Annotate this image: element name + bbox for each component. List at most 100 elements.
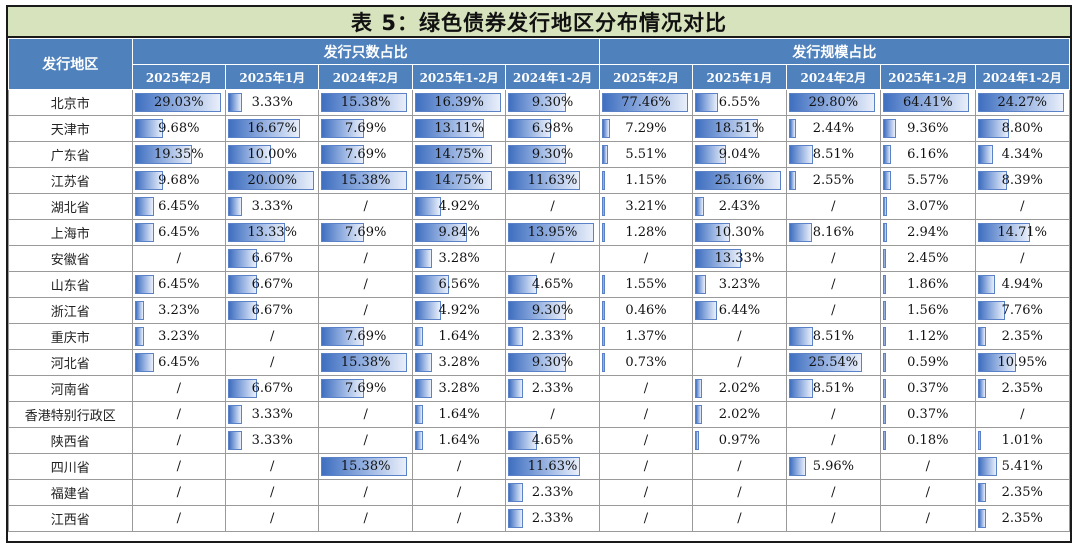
scale-share-cell: 2.45% bbox=[880, 245, 976, 272]
scale-share-cell: 8.51% bbox=[785, 323, 882, 350]
scale-share-cell: 4.34% bbox=[974, 141, 1071, 168]
cell-value: 14.75% bbox=[434, 147, 484, 162]
data-bar bbox=[977, 509, 986, 528]
scale-share-cell: 18.51% bbox=[692, 115, 787, 142]
cell-value: / bbox=[737, 329, 742, 344]
count-share-cell: 29.03% bbox=[131, 89, 227, 116]
cell-value: 3.33% bbox=[251, 407, 293, 422]
cell-value: / bbox=[550, 199, 555, 214]
scale-share-cell: 4.94% bbox=[974, 271, 1071, 298]
data-bar bbox=[414, 223, 467, 242]
table-title: 表 5：绿色债券发行地区分布情况对比 bbox=[8, 7, 1070, 38]
data-bar bbox=[788, 171, 796, 190]
data-bar bbox=[883, 93, 970, 112]
region-cell: 安徽省 bbox=[8, 245, 133, 272]
data-bar bbox=[977, 275, 996, 294]
cell-value: / bbox=[643, 433, 649, 448]
data-bar bbox=[601, 171, 605, 190]
scale-share-cell: 8.80% bbox=[974, 115, 1071, 142]
cell-value: 0.46% bbox=[625, 303, 667, 318]
data-bar bbox=[883, 249, 887, 268]
cell-value: 19.35% bbox=[154, 147, 204, 162]
scale-period-header: 2025年1-2月 bbox=[880, 64, 976, 90]
scale-share-cell: 5.57% bbox=[880, 167, 976, 194]
cell-value: / bbox=[176, 485, 181, 500]
data-bar bbox=[977, 327, 986, 346]
cell-value: 3.23% bbox=[158, 329, 200, 344]
count-share-cell: 2.33% bbox=[505, 323, 600, 350]
cell-value: 15.38% bbox=[340, 173, 391, 188]
scale-period-header: 2024年2月 bbox=[785, 64, 882, 90]
data-bar bbox=[508, 171, 581, 190]
cell-value: 2.33% bbox=[531, 329, 574, 344]
count-period-header: 2025年1月 bbox=[225, 64, 320, 90]
count-share-cell: 9.30% bbox=[505, 89, 600, 116]
data-bar bbox=[414, 197, 441, 216]
cell-value: 20.00% bbox=[247, 173, 298, 188]
cell-value: 16.67% bbox=[247, 121, 298, 136]
cell-value: 11.63% bbox=[527, 173, 578, 188]
cell-value: 4.65% bbox=[531, 433, 574, 448]
cell-value: / bbox=[831, 251, 836, 266]
scale-share-cell: / bbox=[598, 505, 694, 532]
cell-value: 3.28% bbox=[438, 355, 480, 370]
cell-value: 4.34% bbox=[1001, 147, 1043, 162]
cell-value: 0.73% bbox=[625, 355, 667, 370]
cell-value: 3.33% bbox=[251, 95, 293, 110]
count-share-cell: 14.75% bbox=[411, 141, 507, 168]
cell-value: 7.69% bbox=[345, 121, 387, 136]
cell-value: 6.45% bbox=[158, 199, 200, 214]
count-share-cell: / bbox=[131, 245, 227, 272]
count-share-group-header: 发行只数占比 bbox=[131, 38, 600, 65]
data-bar bbox=[788, 93, 875, 112]
cell-value: / bbox=[270, 329, 275, 344]
scale-share-cell: 14.71% bbox=[974, 219, 1071, 246]
cell-value: 15.38% bbox=[340, 355, 391, 370]
data-bar bbox=[228, 301, 257, 320]
scale-share-cell: 8.16% bbox=[785, 219, 882, 246]
scale-share-cell: 2.02% bbox=[692, 375, 787, 402]
scale-share-cell: 5.51% bbox=[598, 141, 694, 168]
data-bar bbox=[883, 379, 887, 398]
count-share-cell: / bbox=[411, 505, 507, 532]
count-share-cell: / bbox=[318, 271, 413, 298]
data-bar bbox=[977, 379, 986, 398]
data-bar bbox=[508, 301, 566, 320]
scale-share-cell: 2.35% bbox=[974, 375, 1071, 402]
cell-value: 3.33% bbox=[251, 433, 293, 448]
cell-value: 8.16% bbox=[812, 225, 855, 240]
data-bar bbox=[321, 327, 365, 346]
data-bar bbox=[508, 483, 523, 502]
cell-value: / bbox=[363, 277, 368, 292]
scale-share-cell: 9.36% bbox=[880, 115, 976, 142]
data-bar bbox=[414, 301, 441, 320]
cell-value: / bbox=[176, 381, 181, 396]
cell-value: 7.29% bbox=[625, 121, 667, 136]
data-bar bbox=[788, 379, 814, 398]
data-bar bbox=[134, 275, 154, 294]
scale-share-group-header: 发行规模占比 bbox=[598, 38, 1071, 65]
cell-value: 8.51% bbox=[812, 381, 855, 396]
table-row: 浙江省 3.23% 6.67% / 4.92% 9.30% 0.46% 6.44% / 1.56%… bbox=[8, 297, 1071, 324]
scale-share-cell: / bbox=[598, 479, 694, 506]
scale-share-cell: / bbox=[785, 427, 882, 454]
cell-value: 25.16% bbox=[714, 173, 765, 188]
data-bar bbox=[228, 379, 257, 398]
data-bar bbox=[321, 457, 408, 476]
cell-value: 9.84% bbox=[438, 225, 480, 240]
region-cell: 河南省 bbox=[8, 375, 133, 402]
cell-value: 15.38% bbox=[340, 459, 391, 474]
cell-value: 0.18% bbox=[907, 433, 949, 448]
cell-value: / bbox=[270, 485, 275, 500]
scale-share-cell: 6.44% bbox=[692, 297, 787, 324]
cell-value: / bbox=[643, 251, 649, 266]
data-bar bbox=[883, 223, 887, 242]
data-bar bbox=[977, 431, 982, 450]
data-bar bbox=[228, 223, 286, 242]
table-row: 福建省 / / / / 2.33% / / / / 2.35% bbox=[8, 479, 1071, 506]
scale-share-cell: 9.04% bbox=[692, 141, 787, 168]
data-bar bbox=[601, 119, 610, 138]
cell-value: / bbox=[363, 251, 368, 266]
scale-share-cell: 6.55% bbox=[692, 89, 787, 116]
cell-value: / bbox=[831, 199, 836, 214]
